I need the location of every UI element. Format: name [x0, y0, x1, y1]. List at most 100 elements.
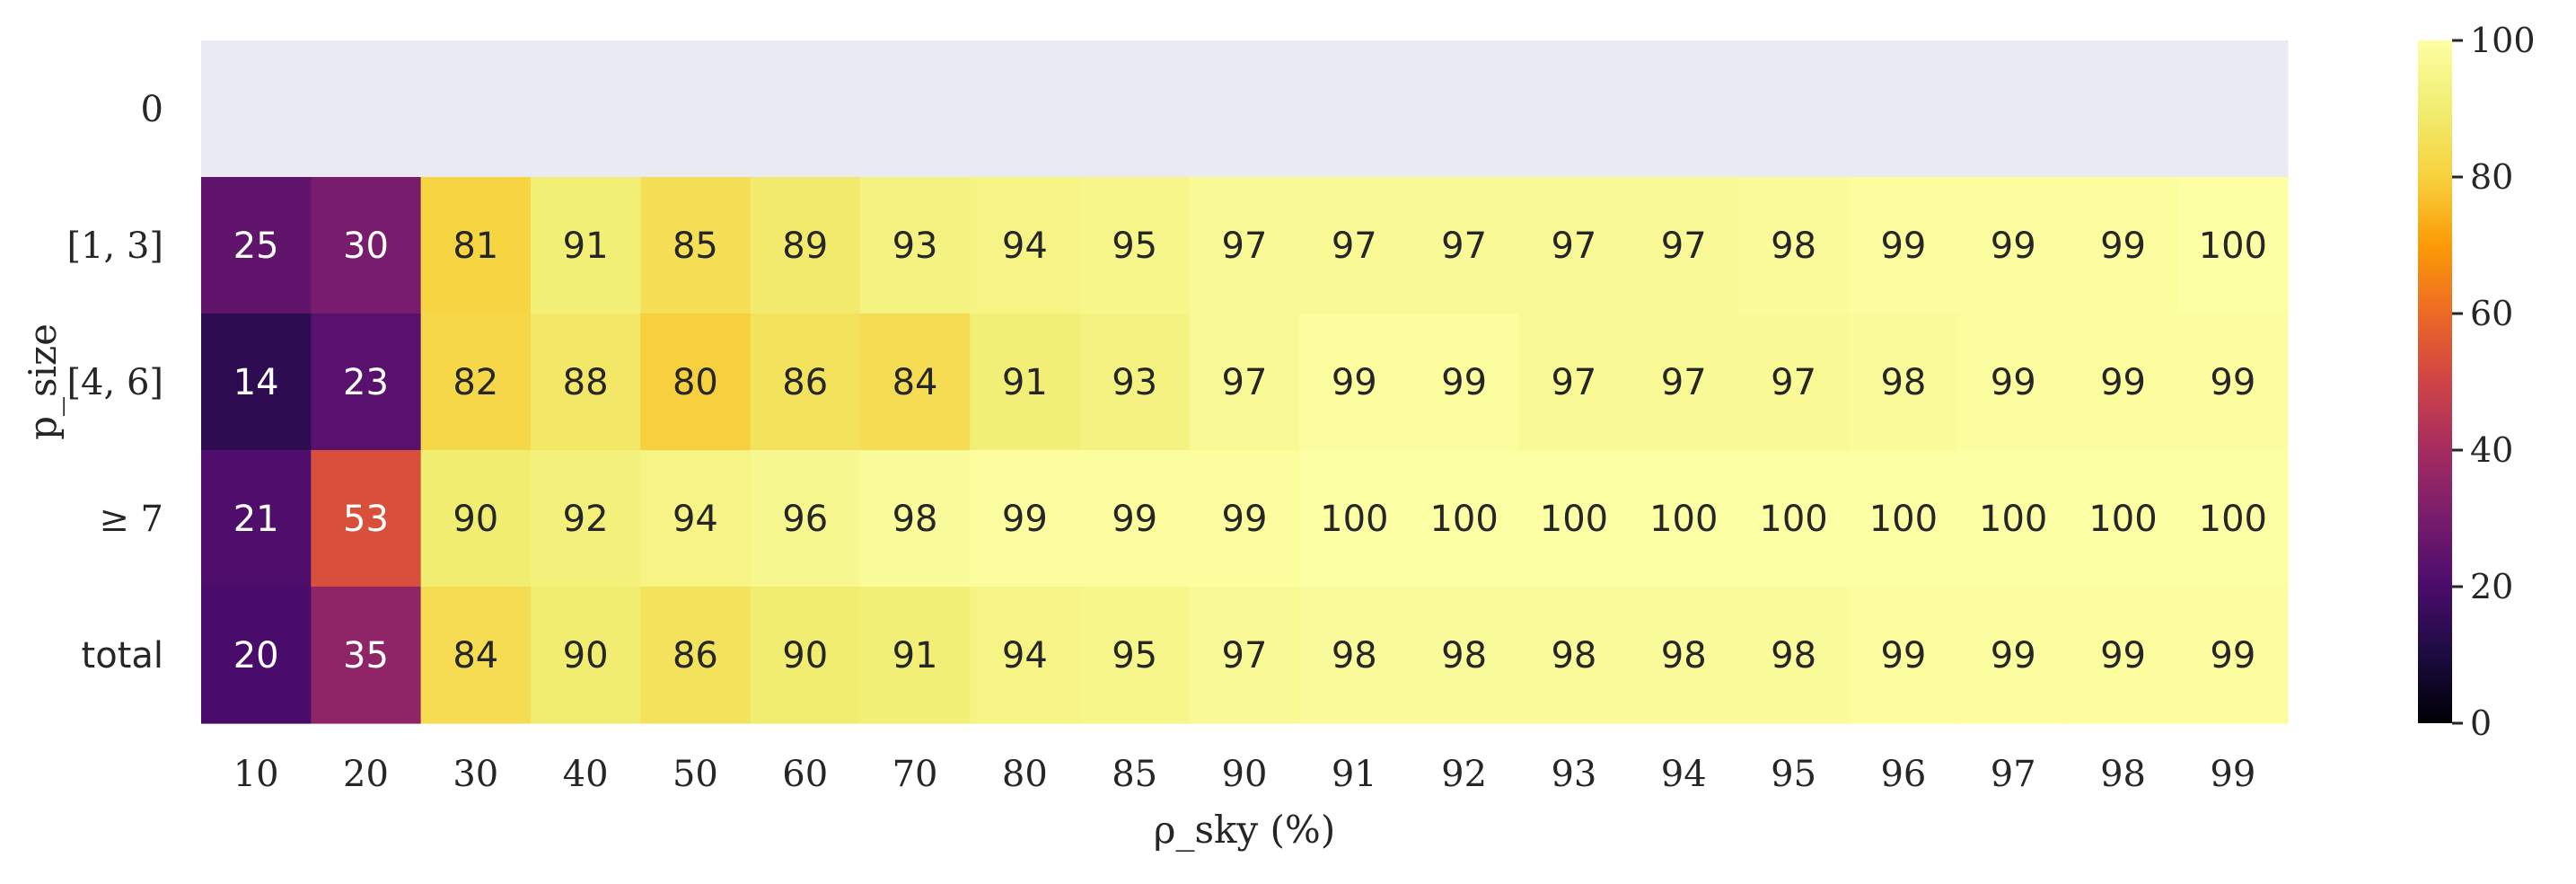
- heatmap-cell: [1738, 587, 1850, 724]
- heatmap-cell-value: 35: [343, 635, 389, 676]
- heatmap-cell: [1738, 314, 1850, 451]
- x-tick-label: 99: [2210, 754, 2255, 795]
- heatmap-cell: [970, 177, 1081, 314]
- x-tick-label: 96: [1880, 754, 1926, 795]
- heatmap-cell: [1848, 177, 1959, 314]
- y-tick-label: [4, 6]: [66, 362, 163, 403]
- heatmap-cell: [859, 314, 971, 451]
- heatmap-cell: [2068, 177, 2179, 314]
- heatmap-cell: [1189, 314, 1300, 451]
- x-axis-label: ρ_sky (%): [1154, 808, 1335, 852]
- heatmap-cell-empty: [640, 40, 752, 178]
- heatmap-cell-value: 100: [1320, 499, 1388, 540]
- colorbar-tick-label: 80: [2470, 157, 2513, 197]
- heatmap-cell: [1518, 314, 1630, 451]
- heatmap-cell: [750, 314, 861, 451]
- x-tick-label: 94: [1661, 754, 1707, 795]
- heatmap-cell-empty: [1738, 40, 1850, 178]
- x-tick-label: 98: [2100, 754, 2146, 795]
- heatmap-cell: [1299, 587, 1411, 724]
- heatmap-cell-value: 90: [782, 635, 828, 676]
- heatmap-cell: [2177, 587, 2289, 724]
- heatmap-cell-value: 100: [1649, 499, 1718, 540]
- heatmap-cell: [1738, 450, 1850, 588]
- x-tick-label: 95: [1771, 754, 1816, 795]
- x-tick-label: 30: [453, 754, 498, 795]
- heatmap-cell-value: 97: [1551, 362, 1596, 403]
- heatmap-cell-value: 86: [673, 635, 718, 676]
- heatmap-cell: [1409, 587, 1520, 724]
- heatmap-cell-empty: [2068, 40, 2179, 178]
- x-tick-label: 50: [673, 754, 718, 795]
- heatmap-cell-value: 92: [563, 499, 609, 540]
- heatmap-cell-value: 100: [2199, 499, 2267, 540]
- y-tick-label: 0: [141, 89, 163, 130]
- heatmap-cell-value: 30: [343, 225, 389, 267]
- colorbar-tick-label: 0: [2470, 703, 2492, 743]
- heatmap-cell: [2177, 314, 2289, 451]
- heatmap-cell: [530, 314, 641, 451]
- heatmap-cell: [1409, 450, 1520, 588]
- heatmap-cell-value: 90: [453, 499, 498, 540]
- heatmap-cell-value: 99: [1112, 499, 1157, 540]
- heatmap-cell-value: 80: [673, 362, 718, 403]
- heatmap-cell: [1958, 177, 2069, 314]
- heatmap-cell-value: 53: [343, 499, 389, 540]
- heatmap-cell-value: 94: [1002, 635, 1048, 676]
- heatmap-cell: [640, 314, 752, 451]
- heatmap-cell: [420, 314, 532, 451]
- heatmap-cell-empty: [1958, 40, 2069, 178]
- heatmap-cell-value: 90: [563, 635, 609, 676]
- heatmap-cell-value: 98: [1771, 225, 1816, 267]
- heatmap-cell-value: 99: [1002, 499, 1048, 540]
- heatmap-cell: [1299, 177, 1411, 314]
- heatmap-cell-value: 89: [782, 225, 828, 267]
- heatmap-cell: [1848, 314, 1959, 451]
- heatmap-cell-value: 99: [1880, 225, 1926, 267]
- heatmap-cell-value: 84: [892, 362, 938, 403]
- colorbar-gradient: [2418, 40, 2452, 723]
- x-tick-label: 91: [1332, 754, 1377, 795]
- heatmap-cell: [859, 587, 971, 724]
- heatmap-cell: [1958, 450, 2069, 588]
- heatmap-cell-value: 20: [233, 635, 279, 676]
- heatmap-cell-value: 97: [1551, 225, 1596, 267]
- x-tick-label: 70: [892, 754, 938, 795]
- heatmap-cell-value: 88: [563, 362, 609, 403]
- x-tick-label: 60: [782, 754, 828, 795]
- heatmap-cell-value: 97: [1332, 225, 1377, 267]
- heatmap-cell: [530, 587, 641, 724]
- heatmap-cell-value: 100: [1759, 499, 1827, 540]
- heatmap-cell-value: 97: [1222, 225, 1268, 267]
- colorbar: 0 20 40 60 80 100: [2418, 21, 2536, 743]
- heatmap-cell-value: 100: [2199, 225, 2267, 267]
- heatmap-cell: [970, 314, 1081, 451]
- heatmap-cell-value: 99: [2210, 362, 2255, 403]
- x-tick-label: 90: [1222, 754, 1268, 795]
- x-axis-ticks: 10 20 30 40 50 60 70 80 85 90 91 92 93 94 95 96 97 98 99: [233, 754, 2256, 795]
- heatmap-cell-empty: [1299, 40, 1411, 178]
- heatmap-cell: [1629, 450, 1740, 588]
- x-tick-label: 20: [343, 754, 389, 795]
- heatmap-cell-empty: [1079, 40, 1191, 178]
- heatmap-cell: [1299, 314, 1411, 451]
- x-tick-label: 92: [1441, 754, 1487, 795]
- heatmap-cell: [2068, 314, 2179, 451]
- heatmap-cell-value: 100: [2088, 499, 2157, 540]
- heatmap-cell: [201, 314, 312, 451]
- heatmap-cell: [1409, 314, 1520, 451]
- heatmap-cell-value: 97: [1222, 362, 1268, 403]
- heatmap-cell: [1409, 177, 1520, 314]
- heatmap-cell-value: 100: [1540, 499, 1608, 540]
- heatmap-cell: [750, 177, 861, 314]
- heatmap-cell-value: 85: [673, 225, 718, 267]
- colorbar-tick-label: 100: [2470, 21, 2536, 60]
- y-tick-label: [1, 3]: [66, 225, 163, 267]
- heatmap-cell: [1518, 587, 1630, 724]
- heatmap-cell-value: 100: [1979, 499, 2047, 540]
- heatmap-cell: [970, 587, 1081, 724]
- heatmap-cell-value: 91: [563, 225, 609, 267]
- heatmap-cell: [2177, 450, 2289, 588]
- heatmap-cell-empty: [859, 40, 971, 178]
- heatmap-cell-value: 100: [1429, 499, 1498, 540]
